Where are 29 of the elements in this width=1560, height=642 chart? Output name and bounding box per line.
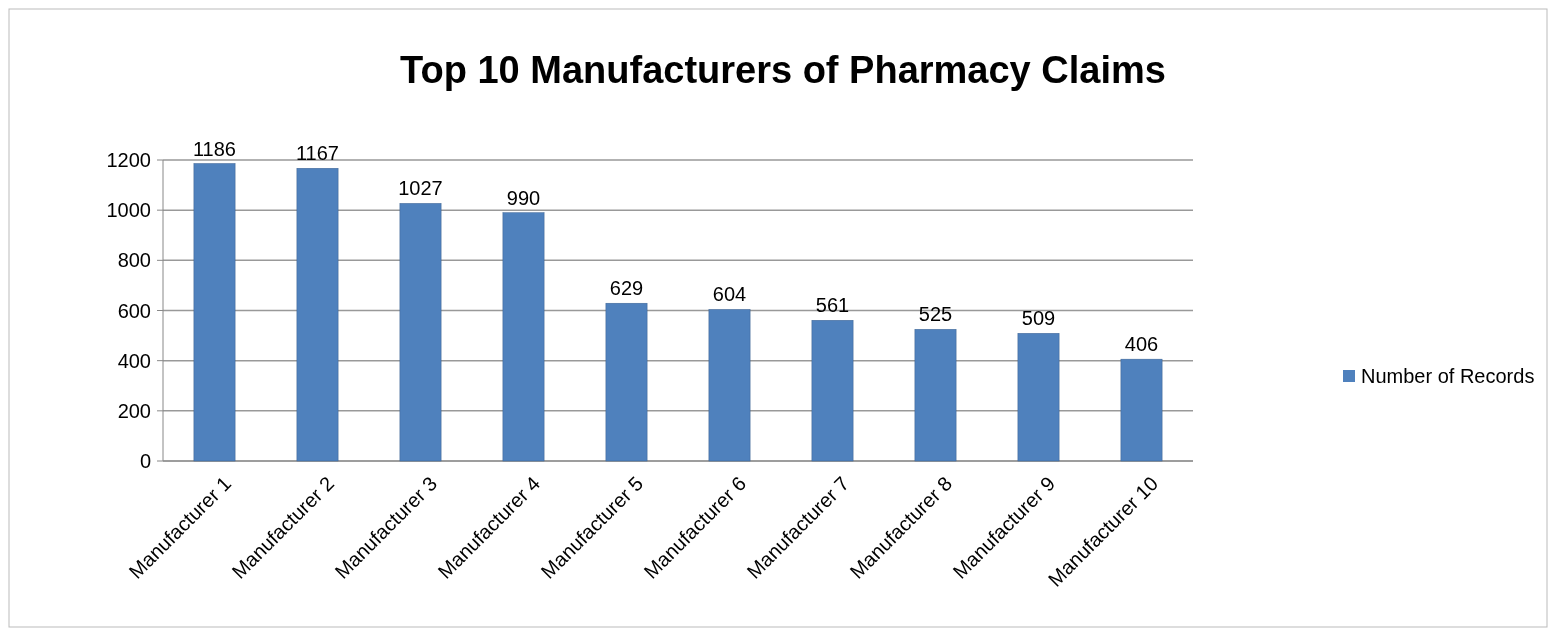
data-label: 604 [712,283,747,306]
y-tick-label: 400 [117,349,151,372]
legend-label: Number of Records [1361,365,1535,387]
bar [502,212,545,462]
bar [1120,358,1163,462]
data-label: 1167 [295,142,340,165]
y-tick-label: 1200 [106,149,151,171]
y-tick-label: 200 [117,399,151,422]
bar [193,163,236,462]
y-tick-label: 800 [117,249,151,272]
bar [708,309,751,462]
bar [1017,333,1060,462]
data-label: 509 [1021,307,1056,330]
data-label: 990 [506,186,541,209]
data-label: 561 [815,294,850,317]
bar [296,168,339,462]
data-label: 525 [918,303,953,326]
y-tick-label: 600 [117,299,151,322]
bar [605,302,648,462]
bar [811,320,854,462]
chart-title: Top 10 Manufacturers of Pharmacy Claims [400,49,1166,91]
data-label: 406 [1124,333,1159,356]
bar [399,203,442,462]
y-tick-label: 1000 [106,199,151,222]
data-label: 1027 [398,177,443,200]
data-label: 1186 [192,137,237,160]
data-label: 629 [609,277,644,300]
bar [914,329,957,462]
y-tick-label: 0 [139,450,151,472]
